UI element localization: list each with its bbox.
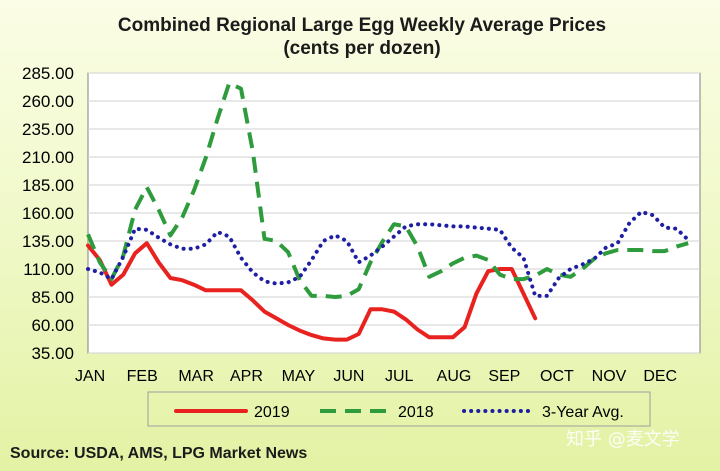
x-tick-label: JUL xyxy=(385,368,414,385)
x-tick-label: MAR xyxy=(178,368,214,385)
legend-box xyxy=(147,391,651,427)
x-tick-label: DEC xyxy=(643,368,677,385)
x-tick-label: JAN xyxy=(75,368,105,385)
series-line-2 xyxy=(86,209,691,298)
x-tick-label: FEB xyxy=(127,368,158,385)
y-tick-label: 35.00 xyxy=(31,344,74,363)
watermark: 知乎 @麦文学 xyxy=(566,429,680,450)
series-lines xyxy=(86,81,691,342)
x-tick-label: OCT xyxy=(540,368,574,385)
y-tick-label: 285.00 xyxy=(22,64,74,83)
x-tick-label: APR xyxy=(230,368,263,385)
legend-label: 2018 xyxy=(398,404,434,421)
y-tick-label: 260.00 xyxy=(22,92,74,111)
x-tick-label: SEP xyxy=(488,368,520,385)
chart-subtitle: (cents per dozen) xyxy=(283,38,440,59)
y-tick-label: 210.00 xyxy=(22,148,74,167)
legend: 2019 2018 3-Year Avg. xyxy=(174,404,624,421)
chart-title: Combined Regional Large Egg Weekly Avera… xyxy=(118,15,606,36)
y-tick-label: 185.00 xyxy=(22,176,74,195)
series-line-1 xyxy=(86,81,689,299)
series-line-0 xyxy=(86,241,538,342)
y-axis-ticks: 285.00 260.00 235.00 210.00 185.00 160.00 135.… xyxy=(22,64,74,363)
x-axis-ticks: JAN FEB MAR APR MAY JUN JUL AUG SEP OCT NOV DEC xyxy=(75,368,677,385)
x-tick-label: NOV xyxy=(592,368,627,385)
legend-label: 3-Year Avg. xyxy=(542,404,624,421)
gridlines xyxy=(88,72,700,354)
y-tick-label: 160.00 xyxy=(22,204,74,223)
y-tick-label: 235.00 xyxy=(22,120,74,139)
y-tick-label: 110.00 xyxy=(23,260,74,279)
y-tick-label: 60.00 xyxy=(31,316,74,335)
x-tick-label: MAY xyxy=(282,368,316,385)
x-tick-label: JUN xyxy=(333,368,364,385)
y-tick-label: 135.00 xyxy=(22,232,74,251)
legend-label: 2019 xyxy=(254,404,290,421)
y-tick-label: 85.00 xyxy=(31,288,74,307)
source-note: Source: USDA, AMS, LPG Market News xyxy=(10,445,307,462)
x-tick-label: AUG xyxy=(437,368,472,385)
